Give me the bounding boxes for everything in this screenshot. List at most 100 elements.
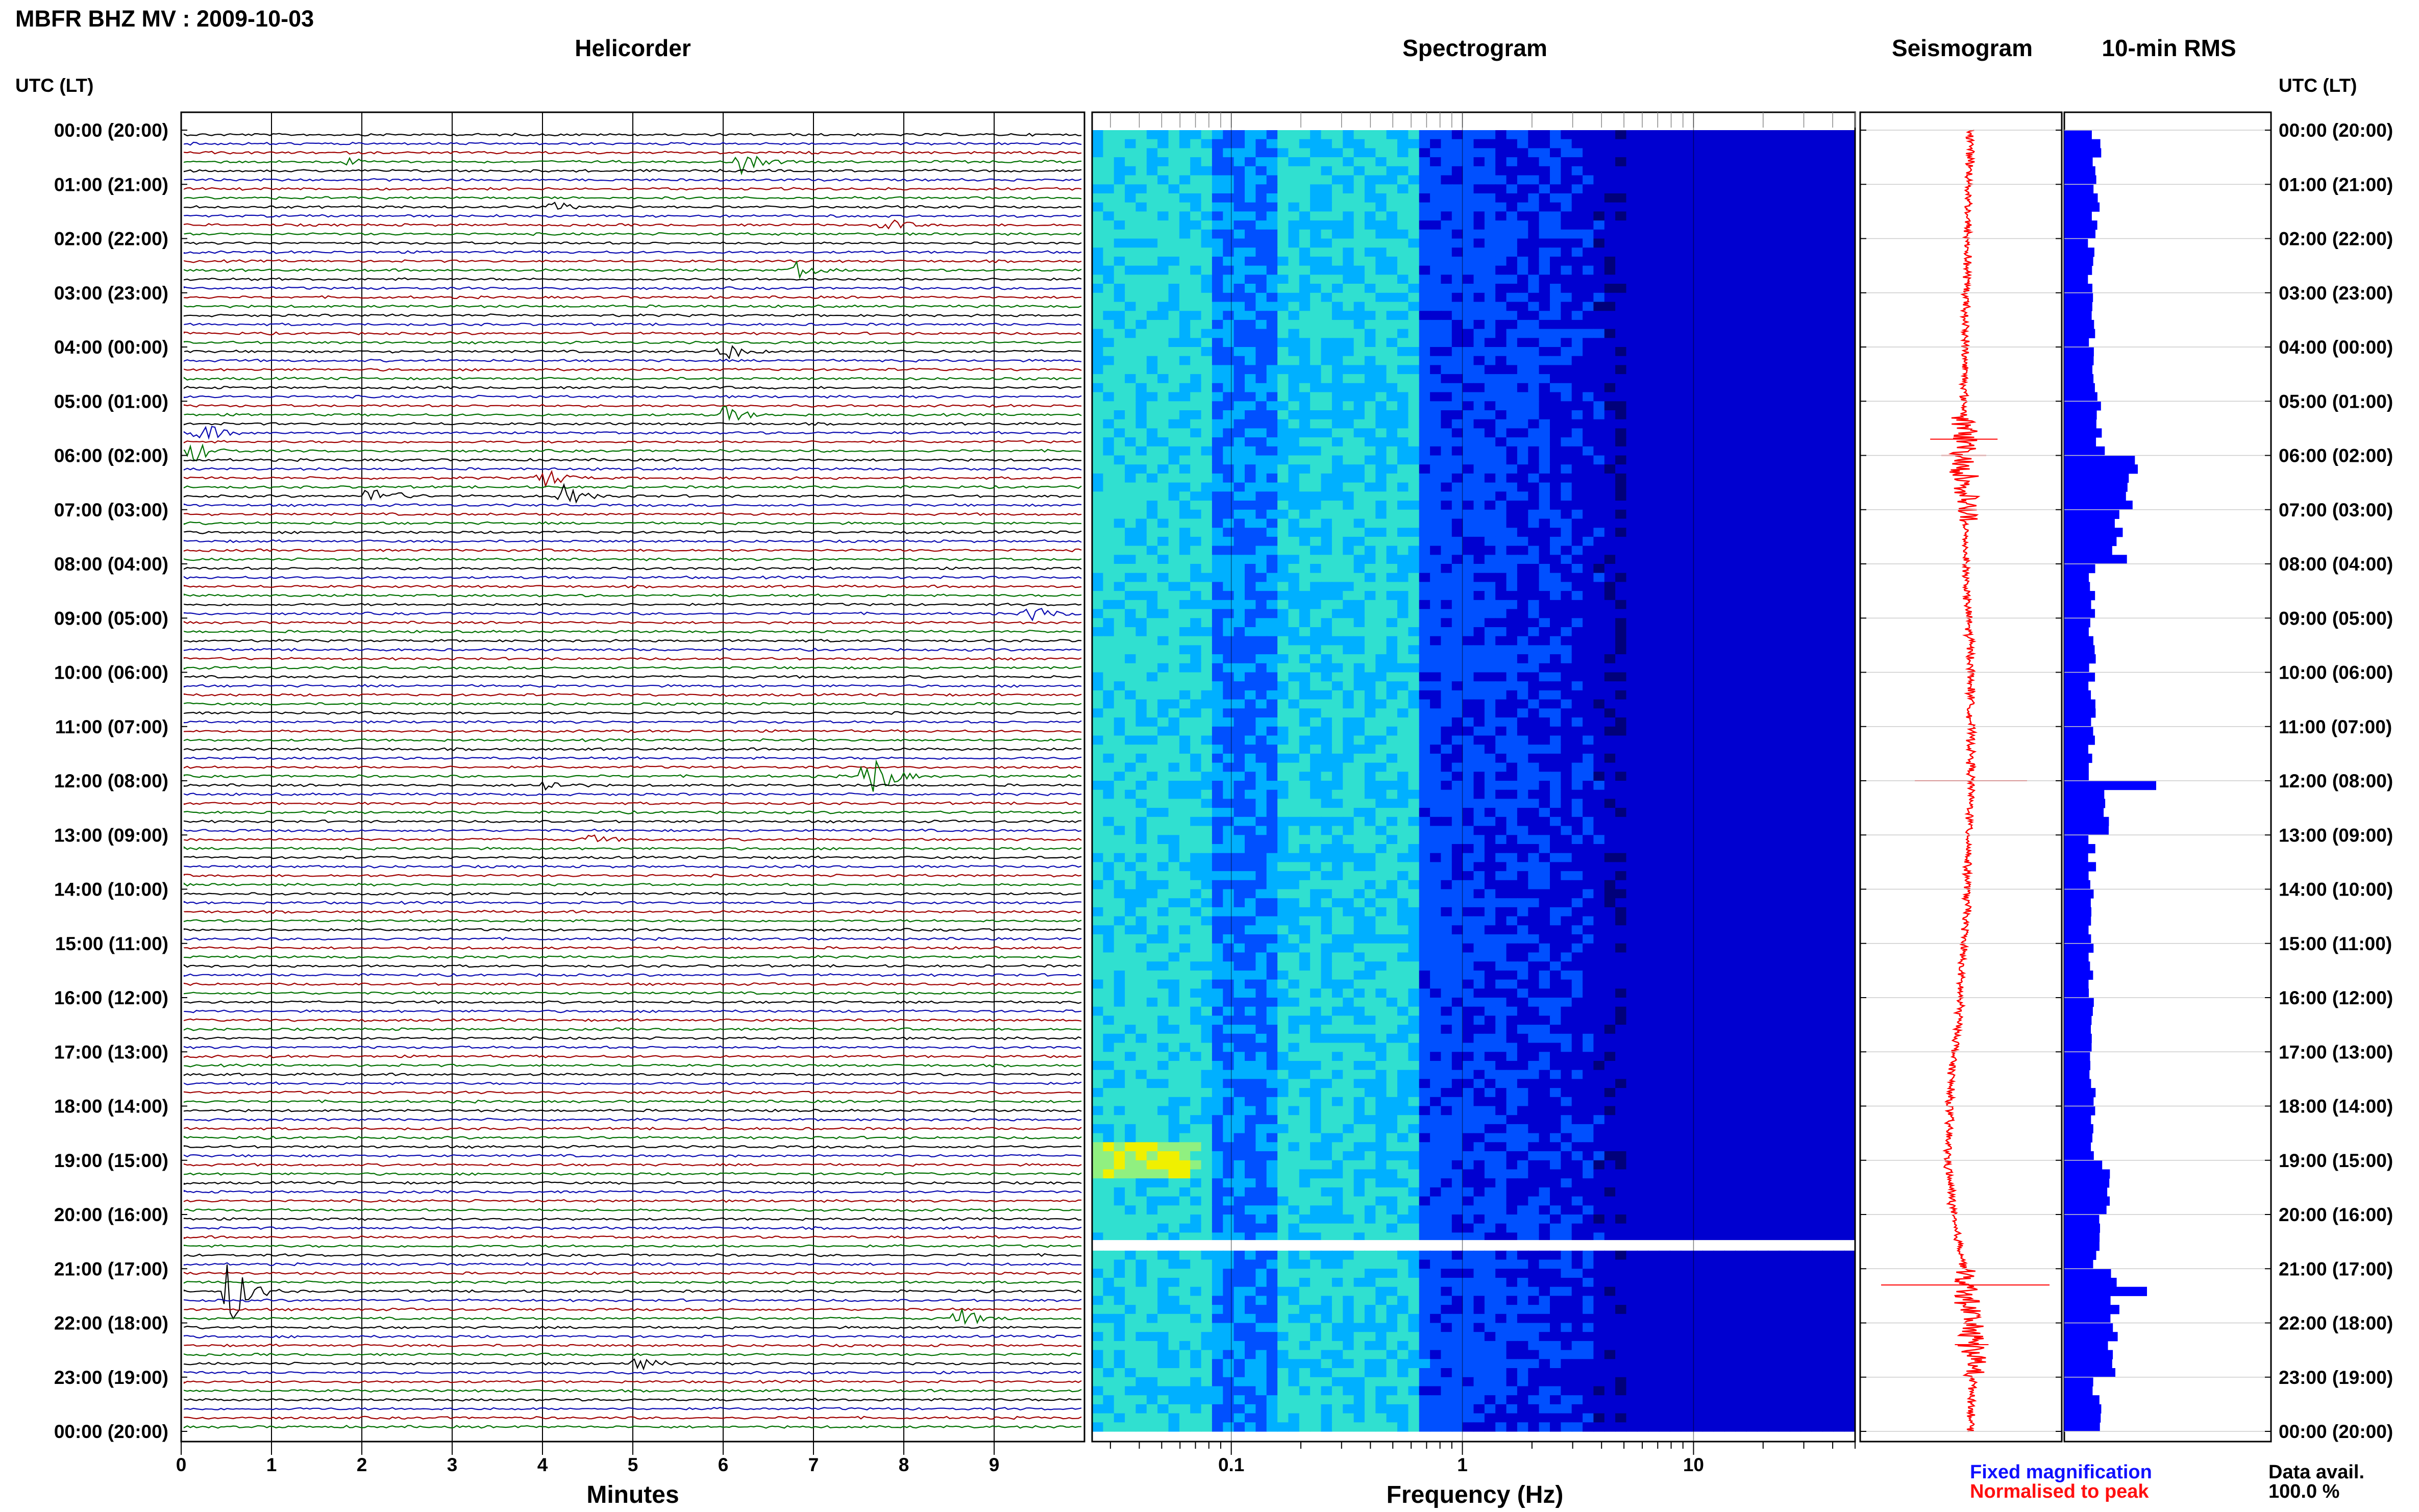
- spectrogram-cell: [1746, 410, 1758, 420]
- spectrogram-cell: [1408, 175, 1420, 185]
- spectrogram-cell: [1757, 157, 1769, 167]
- spectrogram-cell: [1593, 175, 1605, 185]
- spectrogram-cell: [1833, 193, 1845, 203]
- spectrogram-cell: [1702, 319, 1714, 330]
- spectrogram-cell: [1702, 501, 1714, 510]
- spectrogram-cell: [1451, 663, 1464, 673]
- spectrogram-cell: [1735, 528, 1747, 537]
- spectrogram-cell: [1353, 419, 1365, 429]
- spectrogram-cell: [1517, 708, 1529, 718]
- spectrogram-cell: [1637, 148, 1649, 158]
- main-title: MBFR BHZ MV : 2009-10-03: [15, 6, 314, 32]
- spectrogram-cell: [1561, 690, 1572, 700]
- left-axis-label: UTC (LT): [15, 75, 93, 96]
- spectrogram-cell: [1615, 410, 1627, 420]
- spectrogram-cell: [1615, 518, 1627, 528]
- spectrogram-cell: [1125, 455, 1137, 465]
- spectrogram-cell: [1419, 130, 1431, 140]
- spectrogram-cell: [1114, 338, 1126, 348]
- spectrogram-cell: [1844, 681, 1856, 691]
- spectrogram-cell: [1266, 573, 1278, 582]
- spectrogram-cell: [1757, 501, 1769, 510]
- spectrogram-cell: [1397, 338, 1409, 348]
- spectrogram-cell: [1397, 302, 1409, 311]
- spectrogram-cell: [1299, 437, 1311, 447]
- spectrogram-cell: [1386, 428, 1398, 438]
- spectrogram-cell: [1604, 247, 1616, 257]
- spectrogram-cell: [1779, 745, 1790, 754]
- spectrogram-cell: [1615, 265, 1627, 275]
- spectrogram-cell: [1168, 157, 1180, 167]
- spectrogram-cell: [1136, 365, 1147, 375]
- spectrogram-cell: [1506, 139, 1518, 148]
- spectrogram-cell: [1779, 428, 1790, 438]
- spectrogram-cell: [1375, 419, 1387, 429]
- spectrogram-cell: [1233, 175, 1245, 185]
- spectrogram-cell: [1103, 284, 1115, 293]
- spectrogram-cell: [1331, 338, 1344, 348]
- spectrogram-cell: [1833, 672, 1845, 682]
- spectrogram-cell: [1255, 745, 1267, 754]
- spectrogram-cell: [1103, 229, 1115, 239]
- spectrogram-cell: [1583, 618, 1594, 628]
- spectrogram-cell: [1844, 473, 1856, 483]
- spectrogram-cell: [1125, 564, 1137, 574]
- spectrogram-cell: [1561, 564, 1572, 574]
- spectrogram-cell: [1310, 356, 1322, 365]
- spectrogram-cell: [1713, 636, 1725, 646]
- spectrogram-cell: [1473, 356, 1485, 365]
- spectrogram-cell: [1245, 582, 1256, 591]
- spectrogram-cell: [1353, 663, 1365, 673]
- spectrogram-cell: [1463, 410, 1474, 420]
- spectrogram-cell: [1691, 374, 1703, 384]
- spectrogram-cell: [1615, 392, 1627, 402]
- spectrogram-cell: [1463, 275, 1474, 284]
- spectrogram-cell: [1157, 401, 1169, 411]
- spectrogram-cell: [1800, 681, 1812, 691]
- spectrogram-cell: [1779, 690, 1790, 700]
- spectrogram-cell: [1746, 347, 1758, 357]
- spectrogram-cell: [1375, 265, 1387, 275]
- spectrogram-cell: [1844, 166, 1856, 176]
- spectrogram-cell: [1713, 410, 1725, 420]
- spectrogram-cell: [1266, 473, 1278, 483]
- spectrogram-cell: [1179, 717, 1191, 727]
- helicorder-trace: [183, 1325, 1082, 1330]
- spectrogram-cell: [1779, 681, 1790, 691]
- spectrogram-cell: [1310, 410, 1322, 420]
- spectrogram-cell: [1179, 735, 1191, 745]
- spectrogram-cell: [1713, 220, 1725, 230]
- spectrogram-cell: [1125, 392, 1137, 402]
- spectrogram-cell: [1331, 265, 1344, 275]
- spectrogram-cell: [1190, 708, 1202, 718]
- spectrogram-cell: [1343, 238, 1354, 248]
- spectrogram-cell: [1768, 292, 1780, 303]
- spectrogram-cell: [1768, 437, 1780, 447]
- spectrogram-cell: [1757, 735, 1769, 745]
- spectrogram-cell: [1212, 347, 1224, 357]
- spectrogram-cell: [1441, 139, 1452, 148]
- spectrogram-cell: [1768, 220, 1780, 230]
- spectrogram-cell: [1343, 193, 1354, 203]
- spectrogram-cell: [1648, 446, 1660, 456]
- spectrogram-cell: [1789, 247, 1801, 257]
- spectrogram-cell: [1223, 338, 1235, 348]
- spectrogram-cell: [1659, 536, 1670, 547]
- spectrogram-cell: [1092, 292, 1104, 303]
- spectrogram-cell: [1713, 591, 1725, 601]
- spectrogram-cell: [1451, 202, 1464, 212]
- spectrogram-cell: [1757, 292, 1769, 303]
- spectrogram-cell: [1092, 265, 1104, 275]
- spectrogram-cell: [1386, 528, 1398, 537]
- spectrogram-cell: [1331, 726, 1344, 736]
- spectrogram-cell: [1561, 319, 1572, 330]
- spectrogram-cell: [1168, 329, 1180, 338]
- spectrogram-cell: [1495, 428, 1507, 438]
- spectrogram-cell: [1223, 238, 1235, 248]
- spectrogram-cell: [1353, 319, 1365, 330]
- spectrogram-cell: [1451, 708, 1464, 718]
- spectrogram-cell: [1321, 573, 1332, 582]
- spectrogram-cell: [1408, 663, 1420, 673]
- spectrogram-cell: [1681, 473, 1692, 483]
- spectrogram-cell: [1669, 311, 1682, 320]
